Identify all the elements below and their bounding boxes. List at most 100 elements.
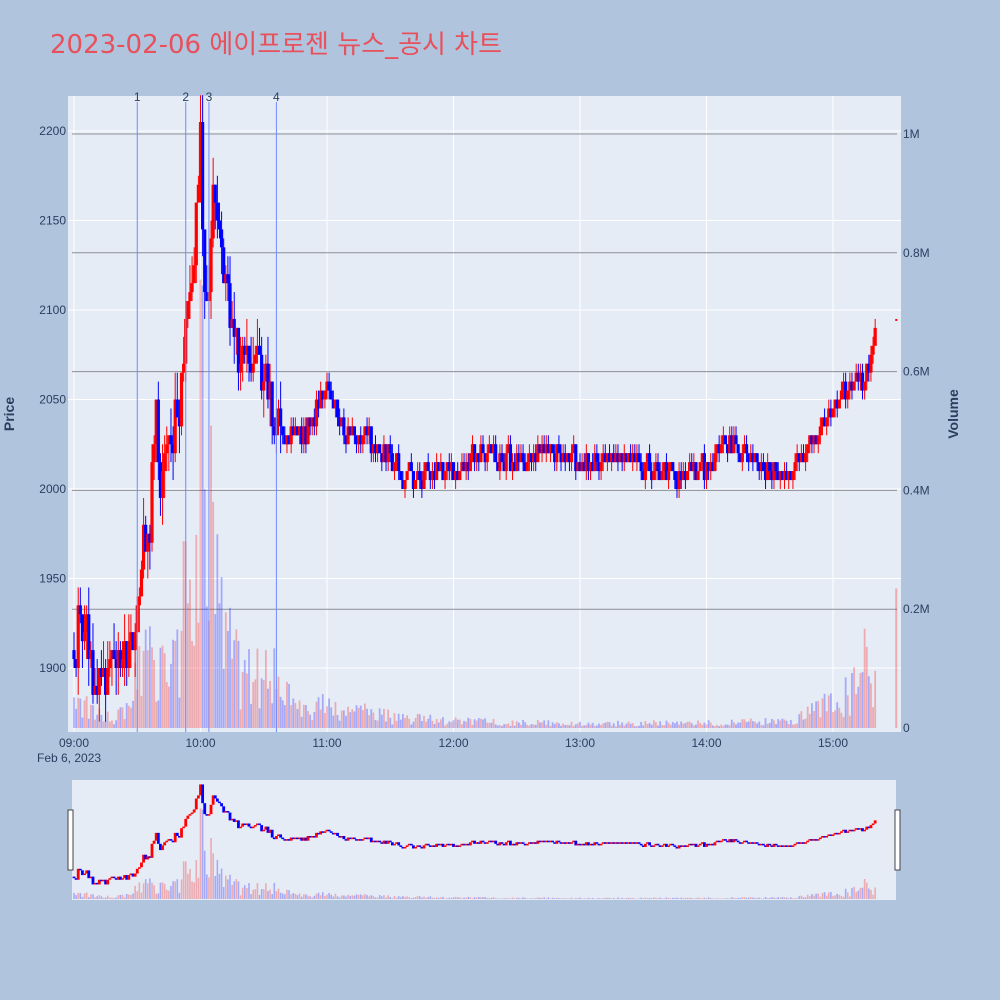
volume-bar bbox=[277, 676, 280, 728]
mini-candle-body bbox=[700, 842, 704, 844]
mini-candle-body bbox=[275, 836, 278, 840]
volume-bar bbox=[89, 704, 92, 728]
mini-candle-body bbox=[371, 840, 375, 843]
volume-bar bbox=[760, 724, 763, 728]
volume-bar bbox=[153, 659, 156, 728]
mini-candle-body bbox=[772, 843, 776, 847]
mini-volume-bar bbox=[701, 898, 704, 899]
volume-bar bbox=[745, 722, 748, 728]
mini-candle-body bbox=[774, 843, 778, 846]
mini-candle-body bbox=[658, 845, 662, 847]
volume-bar bbox=[640, 721, 643, 728]
mini-candle-body bbox=[431, 845, 434, 847]
mini-volume-bar bbox=[119, 894, 122, 899]
mini-candle-body bbox=[211, 795, 215, 805]
candle-body bbox=[519, 453, 523, 463]
range-slider-right-handle[interactable] bbox=[894, 809, 901, 871]
volume-bar bbox=[741, 719, 744, 728]
mini-volume-bar bbox=[539, 897, 541, 899]
range-slider[interactable] bbox=[67, 780, 901, 900]
news-marker-label[interactable]: 3 bbox=[206, 90, 213, 104]
candle-body bbox=[818, 426, 822, 436]
candle-body bbox=[728, 435, 732, 454]
mini-volume-bar bbox=[353, 895, 356, 899]
mini-volume-bar bbox=[475, 897, 478, 899]
volume-bar bbox=[140, 695, 143, 728]
news-marker-label[interactable]: 1 bbox=[134, 90, 141, 104]
mini-volume-bar bbox=[111, 897, 113, 899]
volume-bar bbox=[121, 707, 124, 728]
mini-volume-bar bbox=[680, 897, 682, 899]
mini-volume-bar bbox=[94, 897, 96, 899]
candle-body bbox=[201, 122, 205, 230]
volume-bar bbox=[391, 724, 394, 728]
mini-volume-bar bbox=[553, 898, 556, 899]
candle-body bbox=[770, 471, 774, 481]
mini-candle-body bbox=[797, 842, 801, 844]
candle-body bbox=[380, 453, 384, 463]
candle-body bbox=[755, 453, 759, 463]
candle-body bbox=[232, 318, 236, 337]
volume-bar bbox=[115, 720, 118, 728]
mini-volume-bar bbox=[397, 896, 400, 899]
mini-volume-bar bbox=[870, 889, 872, 899]
candle-body bbox=[72, 650, 76, 660]
mini-volume-bar bbox=[758, 897, 761, 899]
mini-candle-body bbox=[81, 870, 84, 876]
candle-body bbox=[357, 435, 361, 445]
mini-candle-body bbox=[652, 845, 656, 847]
news-marker-label[interactable]: 4 bbox=[273, 90, 280, 104]
mini-candle-body bbox=[517, 842, 521, 844]
candle-body bbox=[822, 417, 827, 427]
mini-volume-bar bbox=[271, 894, 273, 899]
mini-volume-bar bbox=[743, 897, 746, 899]
volume-bar bbox=[448, 721, 451, 728]
mini-candle-body bbox=[116, 876, 120, 880]
candle-body bbox=[820, 417, 825, 427]
mini-candle-body bbox=[83, 873, 86, 876]
range-slider-background[interactable] bbox=[72, 780, 896, 900]
news-marker-label[interactable]: 2 bbox=[182, 90, 189, 104]
volume-bar bbox=[313, 712, 316, 728]
mini-volume-bar bbox=[602, 898, 604, 899]
candle-body bbox=[405, 471, 409, 481]
volume-bar bbox=[189, 579, 191, 728]
volume-bar bbox=[857, 686, 860, 728]
candle-body bbox=[719, 444, 723, 454]
mini-volume-bar bbox=[429, 896, 432, 899]
mini-candle-body bbox=[509, 840, 512, 846]
range-slider-left-handle[interactable] bbox=[67, 809, 74, 871]
volume-bar bbox=[714, 726, 716, 728]
volume-bar bbox=[768, 722, 771, 728]
mini-volume-bar bbox=[203, 850, 206, 899]
candle-body bbox=[681, 471, 685, 481]
volume-bar bbox=[123, 719, 126, 728]
volume-bar bbox=[804, 718, 807, 728]
x-tick-label: 12:00 bbox=[438, 736, 468, 750]
candle-body bbox=[163, 453, 167, 472]
mini-volume-bar bbox=[598, 898, 600, 899]
volume-bar bbox=[463, 720, 465, 728]
candle-body bbox=[485, 453, 489, 463]
candle-body bbox=[78, 605, 82, 615]
candle-body bbox=[101, 668, 106, 677]
volume-bar bbox=[539, 722, 541, 728]
mini-volume-bar bbox=[768, 897, 771, 899]
mini-volume-bar bbox=[790, 897, 792, 899]
mini-candle-body bbox=[178, 836, 181, 838]
mini-volume-bar bbox=[669, 898, 672, 899]
candle-body bbox=[559, 453, 563, 463]
mini-volume-bar bbox=[267, 891, 269, 899]
mini-candle-body bbox=[247, 823, 251, 827]
mini-candle-body bbox=[241, 823, 245, 827]
mini-candle-body bbox=[270, 829, 274, 838]
mini-candle-body bbox=[736, 840, 740, 843]
candle-body bbox=[532, 453, 536, 463]
volume-bar bbox=[520, 724, 522, 728]
volume-bar bbox=[146, 650, 149, 728]
candle-body bbox=[730, 435, 734, 454]
y2-tick-label: 0 bbox=[903, 721, 910, 735]
volume-bar bbox=[159, 647, 162, 728]
mini-candle-body bbox=[422, 845, 426, 849]
